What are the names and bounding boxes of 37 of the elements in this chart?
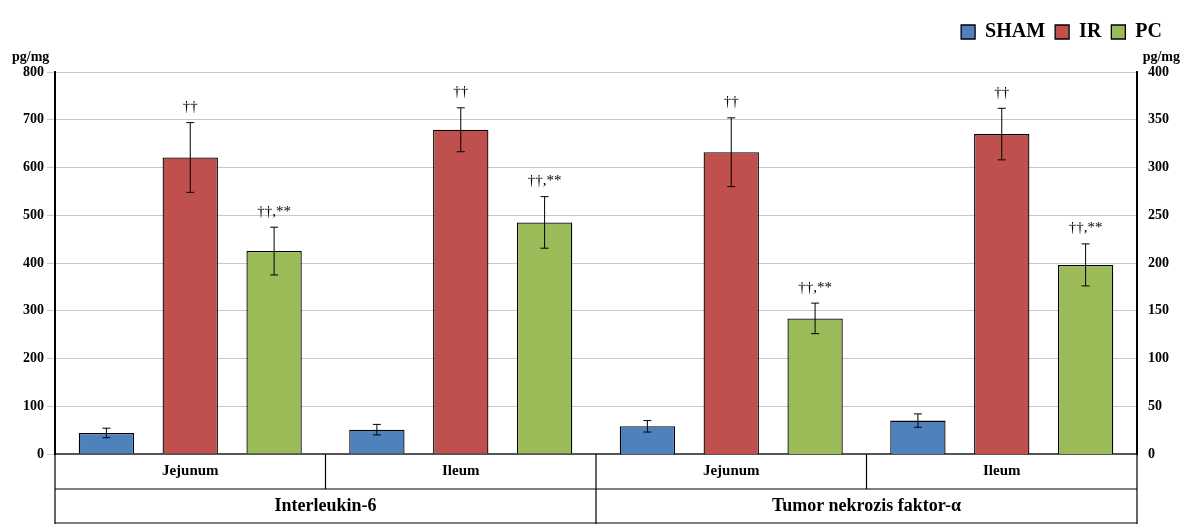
data-label: ††: [453, 83, 469, 100]
x-tick-label: Ileum: [442, 462, 480, 479]
y2-tick-label: 50: [1148, 397, 1162, 413]
y2-tick-label: 250: [1148, 206, 1169, 222]
y-tick-label: 200: [23, 350, 44, 366]
y2-tick-label: 200: [1148, 254, 1169, 270]
text: Interleukin-6: [274, 495, 377, 516]
legend-label: SHAM: [985, 19, 1046, 42]
legend-label: IR: [1079, 19, 1102, 42]
data-label: ††,**: [527, 172, 562, 189]
y2-tick-label: 300: [1148, 159, 1169, 175]
y-tick-label: 100: [23, 397, 44, 413]
y-tick-label: 500: [23, 206, 44, 222]
y-tick-label: 700: [23, 111, 44, 127]
data-label: ††,**: [257, 202, 291, 219]
y2-tick-label: 150: [1148, 302, 1169, 318]
y2-axis-title: pg/mg: [1142, 48, 1180, 64]
y-tick-label: 400: [23, 254, 44, 270]
x-tick-label: Jejunum: [702, 462, 761, 479]
y-axis-title: pg/mg: [12, 48, 50, 64]
y-tick-label: 600: [23, 159, 44, 175]
legend-label: PC: [1135, 19, 1163, 42]
data-label: ††,**: [1068, 219, 1103, 236]
y2-tick-label: 100: [1148, 350, 1169, 366]
y-tick-label: 0: [37, 445, 44, 461]
text: Tumor nekrozis faktor-α: [771, 495, 962, 516]
y-tick-label: 300: [23, 302, 44, 318]
y2-tick-label: 400: [1148, 63, 1169, 79]
data-label: ††: [182, 98, 199, 115]
data-label: ††: [994, 83, 1010, 100]
x-tick-label: Ileum: [983, 462, 1021, 479]
x-tick-label: Jejunum: [161, 462, 220, 479]
y-tick-label: 800: [23, 63, 44, 79]
data-label: ††,**: [798, 278, 832, 295]
data-label: ††: [723, 93, 740, 110]
y2-tick-label: 0: [1148, 445, 1155, 461]
y2-tick-label: 350: [1148, 111, 1169, 127]
